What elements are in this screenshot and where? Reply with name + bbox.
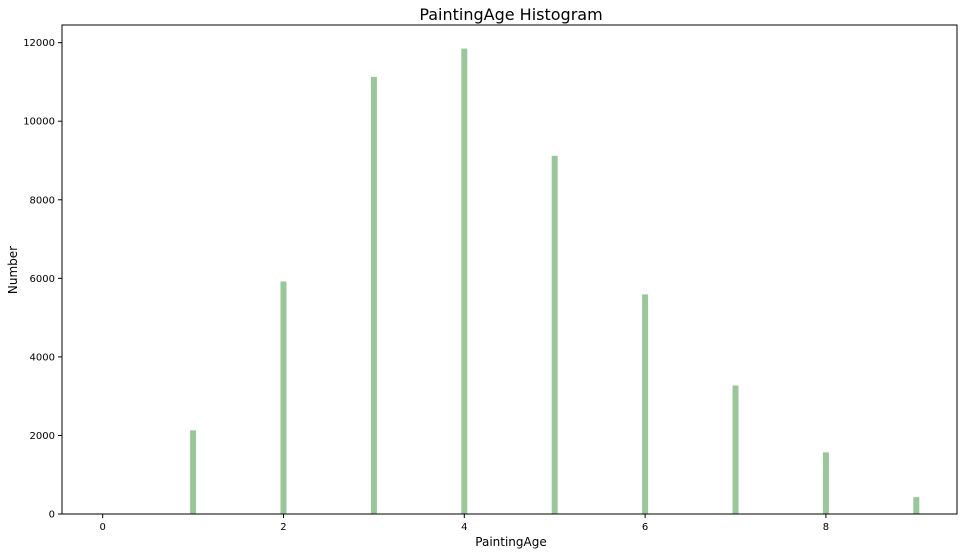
bar-3 [370,76,377,515]
x-tick-label-2: 2 [280,522,286,533]
bar-1 [190,430,197,514]
chart-title: PaintingAge Histogram [419,5,602,24]
bar-9 [913,497,920,514]
y-axis-label: Number [6,246,20,294]
x-tick-label-4: 4 [461,522,467,533]
bar-7 [732,385,739,514]
y-tick-label-2000: 2000 [30,431,55,442]
y-tick-label-10000: 10000 [23,117,55,128]
y-tick-label-4000: 4000 [30,352,55,363]
x-tick-label-6: 6 [642,522,648,533]
x-axis-label: PaintingAge [475,535,546,549]
y-tick-label-8000: 8000 [30,195,55,206]
bar-6 [642,294,649,514]
x-axis: 0 2 4 6 8 [99,514,829,533]
bar-8 [822,452,829,514]
bar-5 [551,155,558,514]
y-axis: 0 2000 4000 6000 8000 10000 12000 [23,38,62,521]
y-tick-label-6000: 6000 [30,274,55,285]
plot-frame [61,24,958,515]
bar-4 [461,48,468,515]
x-tick-label-8: 8 [823,522,829,533]
y-tick-label-12000: 12000 [23,38,55,49]
x-tick-label-0: 0 [99,522,105,533]
y-tick-label-0: 0 [49,510,55,521]
bar-2 [280,281,287,514]
bars-group [190,48,920,515]
